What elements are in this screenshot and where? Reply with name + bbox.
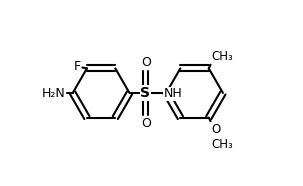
Text: NH: NH: [164, 87, 182, 100]
Text: O: O: [142, 117, 151, 130]
Text: H₂N: H₂N: [42, 86, 65, 100]
Text: S: S: [141, 86, 151, 100]
Text: CH₃: CH₃: [211, 50, 233, 63]
Text: O
CH₃: O CH₃: [211, 123, 233, 151]
Text: F: F: [73, 60, 81, 73]
Text: O: O: [142, 56, 151, 69]
